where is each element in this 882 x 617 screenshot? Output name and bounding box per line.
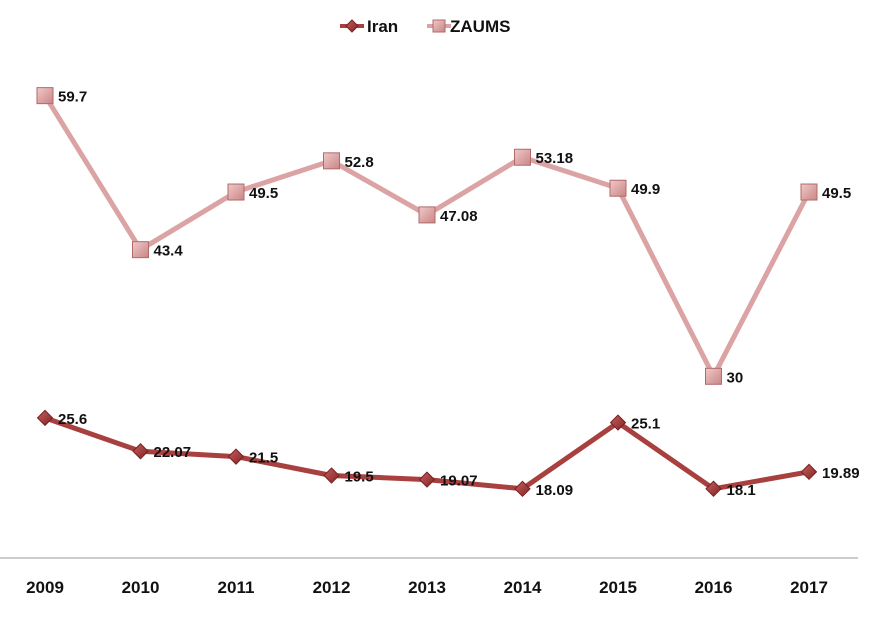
zaums-point: [132, 241, 149, 259]
legend-label: Iran: [367, 17, 398, 36]
data-label-zaums: 49.9: [631, 181, 660, 198]
x-tick-label: 2009: [26, 578, 64, 597]
data-label-iran: 18.1: [727, 482, 756, 499]
legend-label: ZAUMS: [450, 17, 510, 36]
x-tick-label: 2015: [599, 578, 637, 597]
zaums-point: [609, 179, 627, 197]
series-markers: [36, 87, 818, 498]
zaums-point: [800, 183, 818, 201]
data-label-iran: 18.09: [536, 482, 574, 499]
legend-item-iran: Iran: [340, 17, 398, 36]
legend-square-marker: [432, 19, 446, 33]
x-tick-label: 2017: [790, 578, 828, 597]
iran-point: [609, 414, 627, 431]
legend-item-zaums: ZAUMS: [427, 17, 510, 36]
data-label-zaums: 30: [727, 369, 744, 386]
data-label-iran: 19.5: [345, 469, 374, 486]
legend: Iran ZAUMS: [340, 17, 510, 36]
data-label-zaums: 47.08: [440, 208, 478, 225]
zaums-point: [36, 87, 54, 105]
iran-point: [800, 463, 818, 481]
iran-point: [705, 480, 722, 497]
zaums-point: [705, 367, 722, 385]
data-label-zaums: 59.7: [58, 89, 87, 106]
data-label-zaums: 43.4: [154, 243, 184, 260]
x-tick-label: 2012: [313, 578, 351, 597]
data-label-iran: 19.07: [440, 473, 478, 490]
x-tick-label: 2016: [695, 578, 733, 597]
data-label-iran: 22.07: [154, 444, 192, 461]
x-tick-label: 2011: [218, 578, 255, 597]
iran-point: [227, 448, 245, 465]
data-label-iran: 21.5: [249, 450, 278, 467]
zaums-point: [418, 206, 436, 224]
series-line-zaums: [42, 93, 812, 379]
data-labels: 25.6 22.07 21.5 19.5 19.07 18.09 25.1 18.1 19.89…: [58, 89, 860, 499]
zaums-point: [227, 183, 245, 201]
data-label-zaums: 52.8: [345, 154, 374, 171]
zaums-point: [323, 152, 340, 170]
data-label-zaums: 53.18: [536, 150, 574, 167]
iran-point: [323, 467, 340, 484]
x-tick-label: 2014: [504, 578, 542, 597]
iran-point: [514, 480, 531, 498]
legend-diamond-marker: [345, 19, 359, 33]
data-label-zaums: 49.5: [822, 185, 851, 202]
x-axis: 2009 2010 2011 2012 2013 2014 2015 2016 2017: [0, 557, 858, 597]
series-lines: [42, 93, 812, 492]
iran-point: [418, 471, 436, 488]
x-tick-label: 2013: [408, 578, 446, 597]
data-label-iran: 25.6: [58, 411, 87, 428]
iran-point: [132, 443, 149, 460]
iran-point: [36, 409, 54, 427]
x-tick-label: 2010: [122, 578, 160, 597]
data-label-zaums: 49.5: [249, 185, 278, 202]
zaums-point: [514, 148, 531, 166]
data-label-iran: 25.1: [631, 416, 660, 433]
data-label-iran: 19.89: [822, 465, 860, 482]
